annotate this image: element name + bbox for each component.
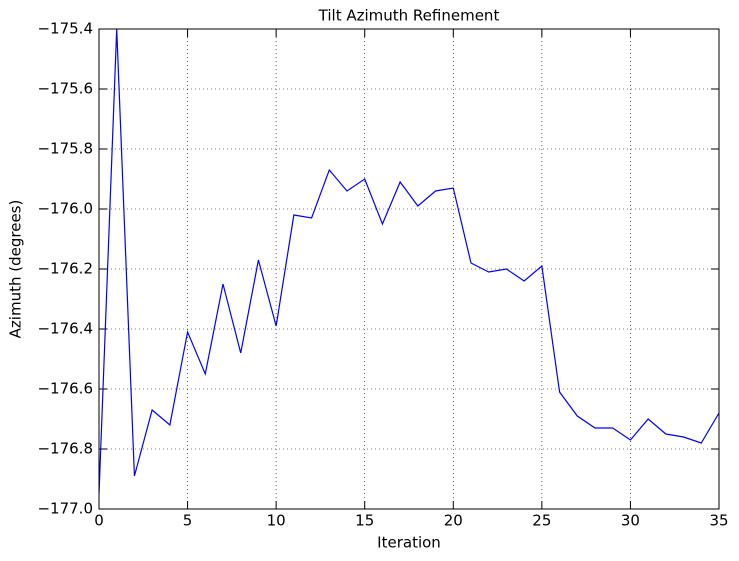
y-axis-label: Azimuth (degrees) bbox=[7, 200, 25, 339]
y-tick-label: −176.2 bbox=[37, 260, 93, 278]
x-tick-label: 20 bbox=[444, 512, 463, 530]
y-tick-label: −176.6 bbox=[37, 380, 93, 398]
plot-frame bbox=[98, 28, 720, 510]
y-tick-label: −176.8 bbox=[37, 440, 93, 458]
y-tick-label: −175.6 bbox=[37, 80, 93, 98]
data-line bbox=[99, 29, 719, 495]
y-tick-label: −177.0 bbox=[37, 500, 93, 518]
y-tick-label: −176.0 bbox=[37, 200, 93, 218]
x-axis-label: Iteration bbox=[377, 534, 441, 552]
chart-title: Tilt Azimuth Refinement bbox=[318, 7, 500, 25]
x-tick-label: 25 bbox=[532, 512, 551, 530]
x-tick-label: 0 bbox=[94, 512, 104, 530]
y-tick-label: −176.4 bbox=[37, 320, 93, 338]
x-tick-label: 5 bbox=[183, 512, 193, 530]
y-tick-label: −175.8 bbox=[37, 140, 93, 158]
x-tick-label: 30 bbox=[621, 512, 640, 530]
x-tick-label: 35 bbox=[709, 512, 728, 530]
x-tick-label: 10 bbox=[267, 512, 286, 530]
y-tick-label: −175.4 bbox=[37, 20, 93, 38]
x-tick-label: 15 bbox=[355, 512, 374, 530]
